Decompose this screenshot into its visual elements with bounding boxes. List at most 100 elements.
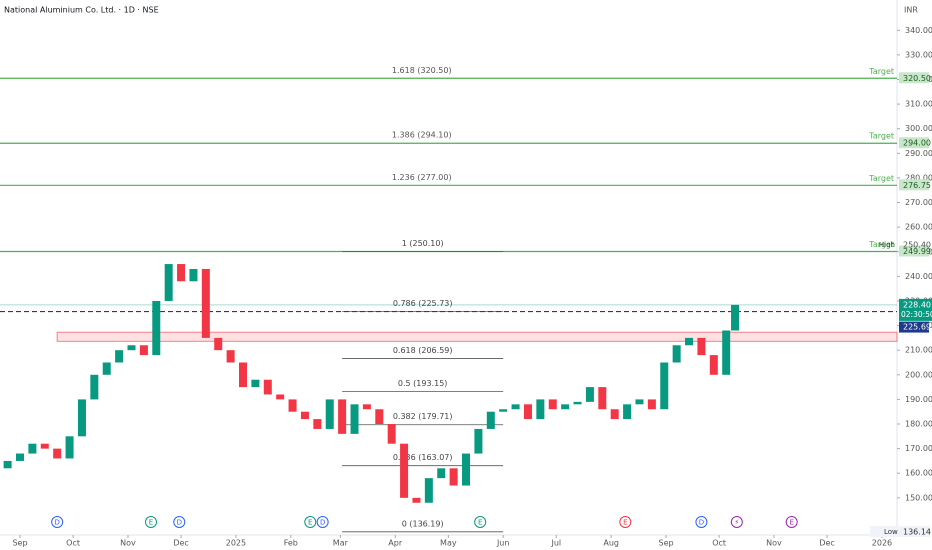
y-tick-label: 200.00	[905, 370, 932, 379]
x-tick-label: Oct	[712, 539, 726, 548]
candle-body	[276, 394, 285, 400]
x-tick-label: Dec	[819, 539, 834, 548]
fib-label: 1 (250.10)	[402, 239, 444, 248]
event-marker	[695, 516, 708, 528]
countdown: 02:30:50	[901, 310, 932, 319]
fib-label: 0.382 (179.71)	[393, 412, 453, 421]
candle-body	[263, 379, 272, 395]
target-tag-label: 294.00	[903, 139, 931, 148]
x-tick-label: Mar	[333, 539, 349, 548]
y-tick-label: 280.00	[905, 173, 932, 182]
candle-body	[28, 443, 37, 454]
candle-body	[214, 337, 223, 351]
candle-body	[523, 404, 532, 420]
candle-body	[201, 268, 210, 338]
fib-label: 0.786 (225.73)	[393, 299, 453, 308]
candle-body	[325, 399, 334, 429]
candle-body	[623, 404, 632, 420]
candle-body	[709, 355, 718, 375]
last-price-label: 228.40	[903, 300, 931, 309]
y-tick-label: 150.00	[905, 493, 932, 502]
y-tick-label: 290.00	[905, 149, 932, 158]
candle-body	[449, 468, 458, 486]
x-tick-label: Oct	[66, 539, 80, 548]
candle-body	[350, 404, 359, 434]
event-label: D	[54, 519, 59, 527]
target-tag-label: 320.50	[903, 74, 931, 83]
candle-body	[474, 428, 483, 454]
candle-body	[338, 399, 347, 434]
target-level-label: 1.618 (320.50)	[392, 66, 452, 75]
x-tick-label: 2025	[226, 539, 246, 548]
candle-body	[53, 448, 62, 459]
candle-body	[685, 337, 694, 346]
candle-body	[697, 337, 706, 356]
candle-body	[387, 424, 396, 444]
x-tick-label: Jul	[550, 539, 561, 548]
candle-body	[561, 404, 570, 410]
x-tick-label: Sep	[12, 539, 27, 548]
currency: INR	[904, 6, 918, 15]
x-tick-label: Aug	[603, 539, 619, 548]
candle-body	[239, 362, 248, 388]
target-tag	[899, 179, 929, 191]
target-level-label: 1.236 (277.00)	[392, 173, 452, 182]
candle-body	[177, 264, 186, 282]
target-label: Target	[868, 132, 894, 141]
candle-body	[90, 374, 99, 400]
y-tick-label: 240.00	[905, 272, 932, 281]
last-price-tag	[899, 298, 932, 321]
dashed-tag-label: 225.69	[903, 323, 931, 332]
event-marker	[51, 516, 64, 528]
x-tick-label: Nov	[120, 539, 136, 548]
event-marker	[730, 516, 743, 528]
candle-body	[139, 345, 148, 356]
candle-body	[102, 362, 111, 375]
candle-body	[3, 460, 12, 469]
candle-body	[722, 330, 731, 375]
candle-body	[511, 404, 520, 410]
event-marker	[316, 516, 329, 528]
event-marker	[144, 516, 157, 528]
candle-body	[635, 399, 644, 405]
target-level-label: 1.386 (294.10)	[392, 131, 452, 140]
candle-body	[573, 401, 582, 405]
x-tick-label: 2026	[872, 539, 892, 548]
target-label: Target	[868, 67, 894, 76]
high-label: High	[879, 241, 895, 249]
candle-body	[164, 264, 173, 301]
target-tag	[899, 137, 929, 149]
low-label: Low	[884, 528, 898, 536]
y-tick-label: 170.00	[905, 444, 932, 453]
candle-body	[424, 478, 433, 503]
candle-body	[288, 399, 297, 412]
event-label: E	[149, 519, 153, 527]
y-tick-label: 270.00	[905, 198, 932, 207]
low-tag-bg	[870, 525, 930, 537]
candle-body	[115, 350, 124, 363]
event-marker	[474, 516, 487, 528]
candle-body	[189, 268, 198, 282]
event-label: D	[320, 519, 325, 527]
candle-body	[226, 350, 235, 363]
candle-body	[731, 304, 740, 331]
high-tag: 250.40	[903, 240, 931, 249]
y-tick-label: 160.00	[905, 469, 932, 478]
candle-body	[362, 404, 371, 410]
event-label: D	[699, 519, 704, 527]
candle-body	[548, 399, 557, 410]
zone	[56, 331, 898, 342]
x-tick-label: May	[440, 539, 457, 548]
candle-body	[660, 362, 669, 410]
candle-body	[585, 387, 594, 402]
candle-body	[300, 411, 309, 420]
fib-label: 0.618 (206.59)	[393, 346, 453, 355]
candle-body	[313, 419, 322, 429]
event-label: ⚡	[734, 519, 739, 527]
x-tick-label: Sep	[658, 539, 673, 548]
target-tag	[899, 72, 929, 84]
fib-label: 0 (136.19)	[402, 519, 444, 528]
candle-body	[412, 497, 421, 503]
candle-body	[251, 379, 260, 388]
